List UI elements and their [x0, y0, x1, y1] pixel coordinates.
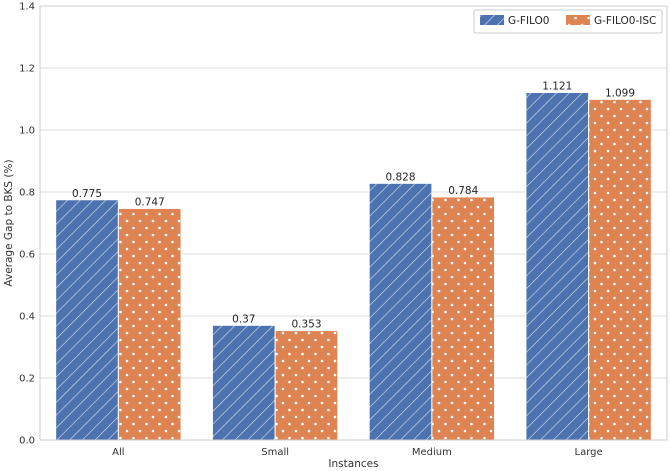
- bar-g-filo0-isc-large: [588, 98, 652, 441]
- legend: G-FILO0 G-FILO0-ISC: [473, 9, 663, 34]
- y-tick-label: 0.4: [19, 312, 35, 323]
- y-axis-label: Average Gap to BKS (%): [3, 159, 15, 286]
- bar-g-filo0-isc-all: [117, 207, 182, 441]
- y-tick-label: 1.2: [19, 64, 35, 75]
- bar-g-filo0-isc-small: [274, 330, 339, 441]
- bar-g-filo0-medium: [368, 182, 433, 441]
- x-tick-label: Large: [575, 447, 603, 458]
- x-axis-ticks: All Small Medium Large: [112, 447, 603, 458]
- data-label-g-filo0-isc-all: 0.747: [135, 196, 165, 208]
- y-tick-label: 1.0: [19, 126, 35, 137]
- x-axis-label: Instances: [328, 458, 378, 470]
- y-axis-ticks: 0.0 0.2 0.4 0.6 0.8 1.0 1.2 1.4: [19, 2, 35, 447]
- x-tick-label: Medium: [412, 447, 452, 458]
- y-tick-label: 0.2: [19, 374, 35, 385]
- plot-frame: [39, 5, 668, 441]
- bar-g-filo0-isc-medium: [431, 196, 496, 441]
- data-label-g-filo0-isc-small: 0.353: [291, 319, 321, 331]
- bar-g-filo0-all: [55, 199, 119, 441]
- data-label-g-filo0-isc-medium: 0.784: [448, 185, 478, 197]
- data-labels: 0.775 0.747 0.37 0.353 0.828 0.784 1.121 1.099: [72, 80, 635, 330]
- data-label-g-filo0-isc-large: 1.099: [605, 87, 635, 99]
- legend-swatch-g-filo0-isc: [566, 15, 590, 25]
- data-label-g-filo0-large: 1.121: [542, 80, 572, 92]
- y-tick-label: 1.4: [19, 2, 35, 13]
- legend-swatch-g-filo0: [480, 15, 504, 25]
- bar-g-filo0-small: [211, 324, 276, 441]
- y-tick-label: 0.0: [19, 436, 35, 447]
- bar-g-filo0-large: [525, 91, 590, 441]
- y-tick-label: 0.6: [19, 250, 35, 261]
- data-label-g-filo0-medium: 0.828: [385, 171, 415, 183]
- y-tick-label: 0.8: [19, 188, 35, 199]
- data-label-g-filo0-small: 0.37: [232, 313, 255, 325]
- data-label-g-filo0-all: 0.775: [72, 188, 102, 200]
- legend-label-g-filo0: G-FILO0: [508, 15, 549, 27]
- legend-label-g-filo0-isc: G-FILO0-ISC: [594, 15, 656, 27]
- x-tick-label: Small: [261, 447, 289, 458]
- bars: [55, 91, 652, 441]
- x-tick-label: All: [112, 447, 124, 458]
